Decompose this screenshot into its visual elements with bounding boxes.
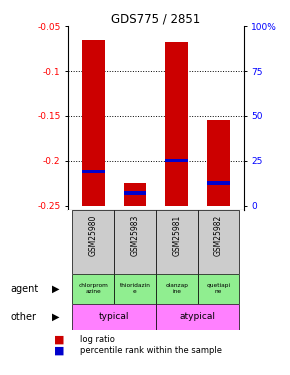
Bar	[165, 159, 188, 162]
Text: ▶: ▶	[52, 312, 60, 322]
Text: atypical: atypical	[180, 312, 216, 321]
Text: agent: agent	[10, 284, 38, 294]
Bar	[198, 274, 240, 304]
Bar	[114, 210, 156, 274]
Text: ■: ■	[54, 346, 64, 355]
Text: GSM25982: GSM25982	[214, 215, 223, 256]
Bar	[156, 210, 198, 274]
Text: thioridazin
e: thioridazin e	[119, 284, 151, 294]
Text: percentile rank within the sample: percentile rank within the sample	[80, 346, 222, 355]
Bar	[156, 304, 240, 330]
Bar	[72, 210, 114, 274]
Bar	[72, 304, 156, 330]
Bar	[72, 274, 114, 304]
Text: chlorprom
azine: chlorprom azine	[78, 284, 108, 294]
Text: typical: typical	[99, 312, 129, 321]
Bar	[165, 42, 188, 206]
Text: GSM25981: GSM25981	[172, 215, 181, 256]
Text: GSM25983: GSM25983	[130, 215, 139, 256]
Bar	[82, 40, 105, 206]
Bar	[124, 183, 146, 206]
Text: ■: ■	[54, 334, 64, 344]
Bar	[207, 120, 230, 206]
Bar	[82, 170, 105, 173]
Text: quetiapi
ne: quetiapi ne	[206, 284, 231, 294]
Bar	[156, 274, 198, 304]
Text: GSM25980: GSM25980	[89, 215, 98, 256]
Bar	[124, 191, 146, 195]
Text: olanzap
ine: olanzap ine	[165, 284, 188, 294]
Text: ▶: ▶	[52, 284, 60, 294]
Text: log ratio: log ratio	[80, 335, 115, 344]
Title: GDS775 / 2851: GDS775 / 2851	[111, 12, 200, 25]
Bar	[114, 274, 156, 304]
Bar	[198, 210, 240, 274]
Bar	[207, 182, 230, 185]
Text: other: other	[10, 312, 36, 322]
